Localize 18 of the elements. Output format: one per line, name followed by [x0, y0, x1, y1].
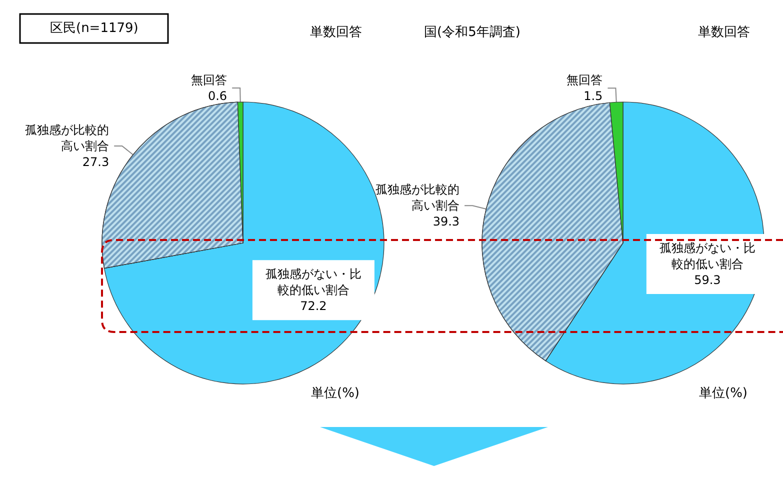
text: 単位(%): [311, 386, 360, 401]
text: 単位(%): [699, 386, 748, 401]
data-label: 59.3: [694, 273, 721, 288]
slice-label: 孤独感がない・比較的低い割合: [659, 241, 756, 272]
data-label: 1.5: [584, 89, 603, 104]
slice-label: 無回答: [191, 73, 228, 88]
chart-subtitle: 単数回答: [310, 25, 362, 40]
slice-label: 孤独感が比較的高い割合: [25, 122, 110, 153]
slice-label: 孤独感がない・比較的低い割合: [265, 267, 362, 298]
chart-title: 区民(n=1179): [50, 21, 138, 36]
chart-subtitle: 単数回答: [698, 25, 750, 40]
data-label: 27.3: [82, 154, 110, 169]
data-label: 72.2: [300, 299, 327, 314]
slice-label: 無回答: [566, 73, 603, 88]
data-label: 0.6: [208, 89, 228, 104]
data-label: 39.3: [432, 214, 460, 229]
slice-label: 孤独感が比較的高い割合: [376, 182, 460, 213]
chart-title: 国(令和5年調査): [424, 25, 520, 40]
